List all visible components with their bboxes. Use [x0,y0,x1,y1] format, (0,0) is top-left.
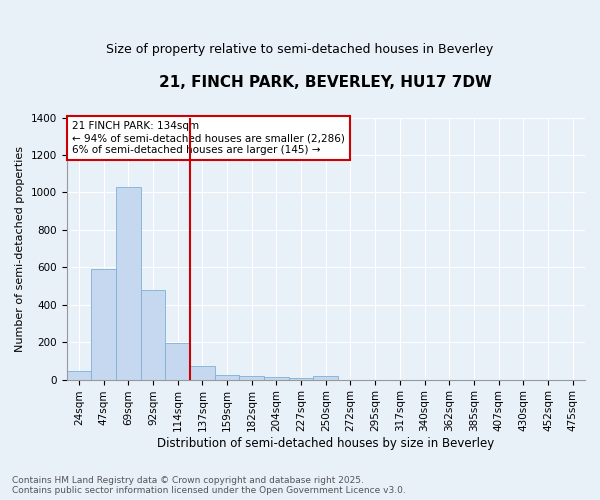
Text: Contains HM Land Registry data © Crown copyright and database right 2025.
Contai: Contains HM Land Registry data © Crown c… [12,476,406,495]
Bar [190,366,215,380]
Bar [215,376,239,380]
Bar [140,290,165,380]
Bar [289,378,313,380]
Bar [91,269,116,380]
Bar [116,187,140,380]
Bar [313,376,338,380]
Bar [67,371,91,380]
Bar [165,343,190,380]
Bar [239,376,264,380]
Text: Size of property relative to semi-detached houses in Beverley: Size of property relative to semi-detach… [106,42,494,56]
Y-axis label: Number of semi-detached properties: Number of semi-detached properties [15,146,25,352]
Bar [264,377,289,380]
Text: 21 FINCH PARK: 134sqm
← 94% of semi-detached houses are smaller (2,286)
6% of se: 21 FINCH PARK: 134sqm ← 94% of semi-deta… [72,122,344,154]
X-axis label: Distribution of semi-detached houses by size in Beverley: Distribution of semi-detached houses by … [157,437,494,450]
Title: 21, FINCH PARK, BEVERLEY, HU17 7DW: 21, FINCH PARK, BEVERLEY, HU17 7DW [160,75,492,90]
